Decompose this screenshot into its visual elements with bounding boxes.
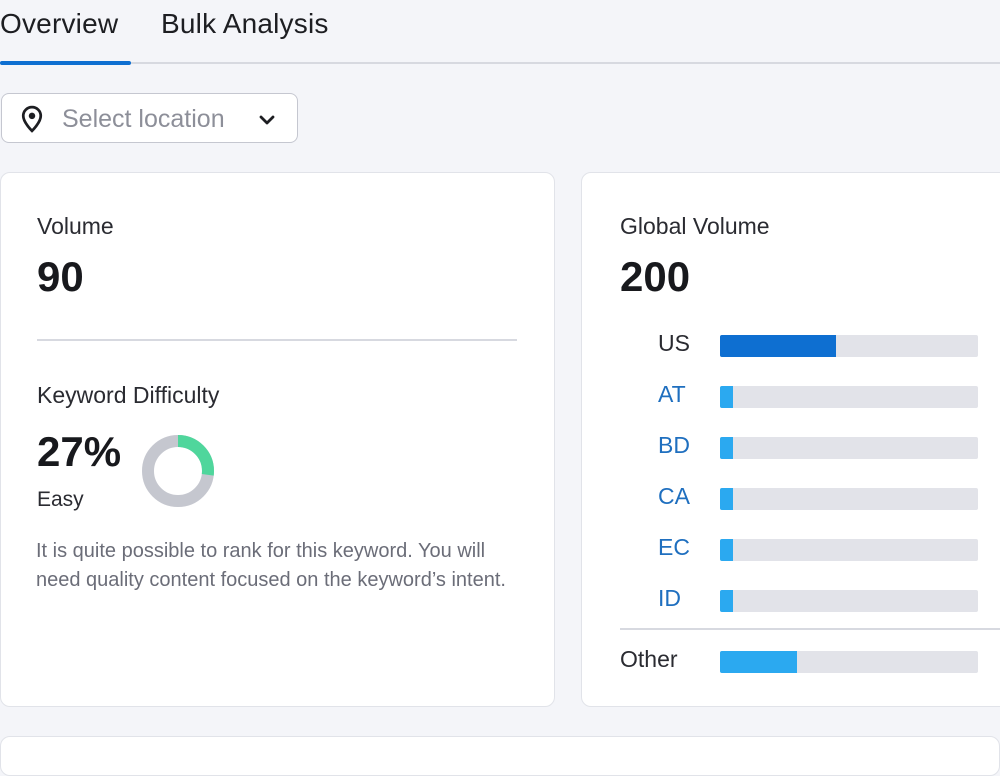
bar-track: [720, 437, 978, 459]
bar-fill: [720, 386, 733, 408]
other-divider: [620, 628, 1000, 630]
country-row-at: AT: [620, 381, 980, 411]
card-divider: [37, 339, 517, 341]
bar-track: [720, 386, 978, 408]
next-card: [0, 736, 1000, 776]
country-code[interactable]: CA: [658, 483, 690, 509]
bar-fill: [720, 437, 733, 459]
keyword-difficulty-label: Keyword Difficulty: [37, 382, 220, 408]
country-code[interactable]: ID: [658, 585, 681, 611]
country-row-ca: CA: [620, 483, 980, 513]
country-code: US: [658, 330, 690, 356]
bar-track: [720, 590, 978, 612]
volume-value: 90: [37, 253, 84, 300]
country-code[interactable]: BD: [658, 432, 690, 458]
bar-track: [720, 488, 978, 510]
country-row-us: US: [620, 330, 980, 360]
bar-fill: [720, 335, 837, 357]
country-code[interactable]: EC: [658, 534, 690, 560]
bar-fill: [720, 590, 733, 612]
bar-track: [720, 651, 978, 673]
location-select[interactable]: Select location: [1, 93, 298, 143]
donut-fill: [142, 435, 214, 507]
bar-track: [720, 335, 978, 357]
country-row-id: ID: [620, 585, 980, 615]
tab-bar: Overview Bulk Analysis: [0, 0, 1000, 65]
tab-overview[interactable]: Overview: [0, 8, 131, 65]
bar-fill: [720, 651, 798, 673]
other-label: Other: [620, 646, 678, 672]
keyword-difficulty-value: 27%: [37, 428, 122, 475]
bar-track: [720, 539, 978, 561]
country-row-bd: BD: [620, 432, 980, 462]
country-row-ec: EC: [620, 534, 980, 564]
country-row-other: Other: [620, 646, 980, 676]
difficulty-description: It is quite possible to rank for this ke…: [36, 540, 506, 591]
chevron-down-icon: [259, 115, 275, 125]
global-volume-label: Global Volume: [620, 213, 770, 239]
difficulty-level: Easy: [37, 488, 84, 511]
country-code[interactable]: AT: [658, 381, 686, 407]
difficulty-donut: [142, 435, 214, 507]
global-volume-value: 200: [620, 253, 691, 300]
volume-difficulty-card: [0, 172, 555, 707]
location-pin-icon: [21, 105, 43, 133]
bar-fill: [720, 488, 733, 510]
volume-label: Volume: [37, 213, 114, 239]
location-placeholder: Select location: [62, 105, 225, 133]
bar-fill: [720, 539, 733, 561]
tab-bulk-analysis[interactable]: Bulk Analysis: [161, 8, 329, 39]
